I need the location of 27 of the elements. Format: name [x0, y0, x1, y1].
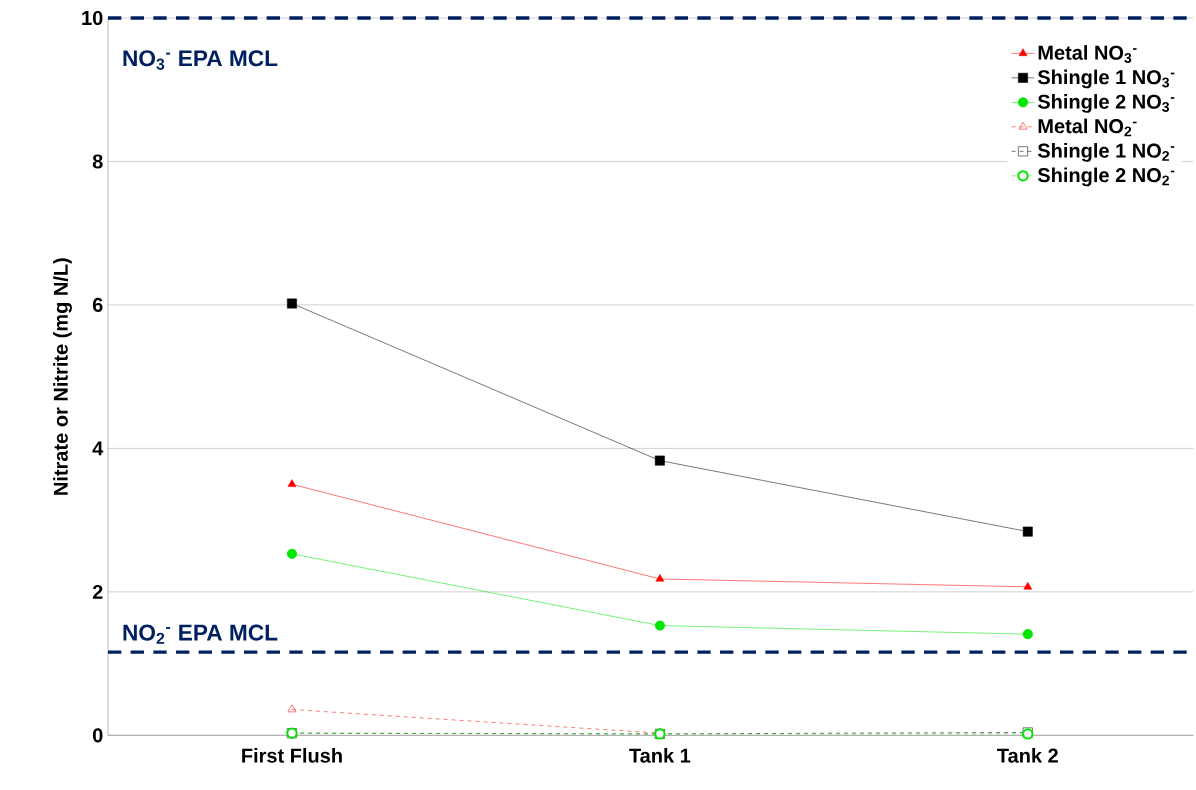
y-tick-label: 2	[92, 584, 103, 599]
legend-label: Metal NO$_{2}$-	[1038, 118, 1137, 137]
legend-label: Metal NO$_{3}$-	[1038, 45, 1137, 63]
point	[1023, 581, 1033, 590]
point	[654, 455, 665, 466]
ref-line-label: NO$_{3}$$^{-}$ EPA MCL	[123, 50, 278, 70]
y-tick-label: 4	[92, 441, 104, 456]
legend-label: Shingle 2 NO$_{3}$-	[1037, 94, 1175, 113]
x-tick-label: Tank 1	[629, 748, 691, 763]
legend-label: Shingle 1 NO$_{3}$-	[1037, 69, 1175, 89]
y-tick-label: 8	[92, 154, 103, 169]
point	[286, 548, 298, 559]
y-tick-label: 0	[92, 728, 103, 743]
ref-line-label: NO$_{2}$$^{-}$ EPA MCL	[123, 624, 278, 644]
point	[287, 479, 297, 487]
point	[655, 574, 665, 582]
point	[287, 298, 297, 309]
legend-label: Shingle 1 NO$_{2}$-	[1037, 143, 1175, 162]
y-axis-title: Nitrate or Nitrite (mg N/L)	[53, 258, 72, 495]
x-tick-label: Tank 2	[997, 748, 1058, 763]
legend-label: Shingle 2 NO$_{2}$-	[1037, 167, 1175, 187]
point	[654, 620, 665, 631]
point	[1022, 526, 1033, 537]
y-tick-label: 10	[82, 10, 103, 26]
y-tick-label: 6	[92, 297, 103, 312]
x-tick-label: First Flush	[242, 748, 342, 763]
point	[1022, 629, 1033, 640]
